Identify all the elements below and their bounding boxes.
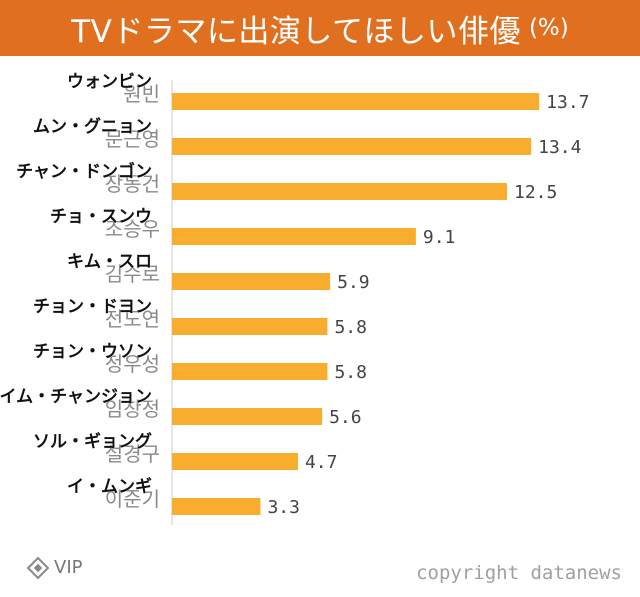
- bar: [172, 408, 323, 425]
- annotation-label: イム・チャンジョン: [0, 387, 152, 407]
- bar: [172, 453, 298, 470]
- category-label: 조승우: [105, 217, 160, 241]
- category-label: 임창정: [105, 397, 160, 421]
- source-note: VIP: [26, 556, 83, 579]
- category-label: 설경구: [105, 442, 160, 466]
- value-label: 5.8: [334, 362, 367, 383]
- chart-unit: (%): [528, 15, 569, 41]
- value-label: 5.9: [337, 272, 370, 293]
- value-label: 12.5: [514, 182, 557, 203]
- bar: [172, 498, 261, 515]
- category-label: 이준기: [105, 487, 160, 511]
- bar: [172, 93, 540, 110]
- value-label: 5.8: [334, 317, 367, 338]
- annotation-label: ソル・ギョング: [33, 431, 152, 452]
- annotation-label: チョ・スンウ: [50, 207, 152, 227]
- bar-chart: 원빈 13.7 ウォンビン 문근영 13.4 ムン・グニョン 장동건 12.5 チャン・ドンゴン…: [0, 72, 590, 525]
- value-label: 5.6: [329, 407, 362, 428]
- category-label: 문근영: [105, 127, 160, 151]
- copyright-text: copyright datanews: [416, 562, 622, 584]
- annotation-label: チョン・ドヨン: [33, 297, 152, 317]
- source-label: VIP: [54, 557, 83, 578]
- annotation-label: チャン・ドンゴン: [16, 161, 152, 182]
- bar: [172, 183, 507, 200]
- category-label: 전도연: [105, 307, 160, 331]
- bar: [172, 273, 331, 290]
- bar: [172, 318, 328, 335]
- value-label: 4.7: [305, 452, 338, 473]
- category-label: 원빈: [123, 82, 160, 106]
- annotation-label: キム・スロ: [67, 252, 152, 272]
- category-label: 김수로: [105, 262, 160, 286]
- diamond-icon: [26, 556, 50, 579]
- annotation-label: ウォンビン: [67, 72, 152, 92]
- chart-header: TVドラマに出演してほしい俳優 (%): [0, 0, 640, 56]
- annotation-label: ムン・グニョン: [33, 116, 152, 137]
- annotation-label: イ・ムンギ: [67, 477, 152, 497]
- value-label: 13.7: [546, 92, 589, 113]
- category-label: 장동건: [105, 172, 160, 196]
- value-label: 9.1: [423, 227, 456, 248]
- category-label: 정우성: [105, 352, 160, 376]
- bar: [172, 228, 416, 245]
- bar: [172, 363, 328, 380]
- value-label: 13.4: [538, 137, 581, 158]
- chart-title: TVドラマに出演してほしい俳優: [71, 13, 521, 50]
- annotation-label: チョン・ウソン: [33, 342, 152, 362]
- bar: [172, 138, 532, 155]
- value-label: 3.3: [267, 497, 300, 518]
